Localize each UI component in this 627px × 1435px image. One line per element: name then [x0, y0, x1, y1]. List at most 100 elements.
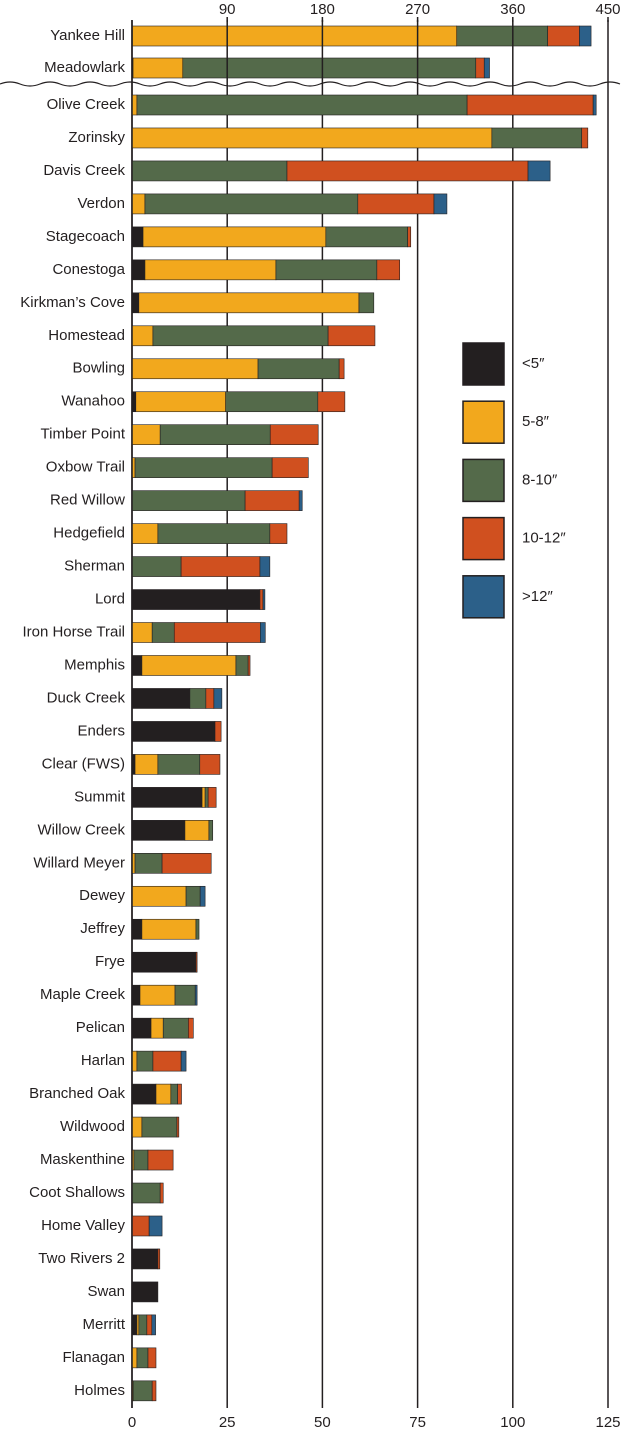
bar-segment — [131, 1248, 159, 1270]
bar-segment — [147, 1347, 157, 1369]
bar-segment — [131, 556, 182, 577]
bar-segment — [174, 984, 196, 1006]
bar-segment — [141, 655, 237, 676]
category-label: Two Rivers 2 — [38, 1250, 125, 1267]
bar-segment — [269, 424, 319, 446]
x-tick-label: 100 — [500, 1414, 525, 1431]
bar-segment — [131, 787, 203, 808]
bar-segment — [131, 325, 154, 347]
category-label: Home Valley — [41, 1217, 125, 1234]
legend-label: 5-8″ — [522, 413, 550, 430]
bar-segment — [131, 424, 161, 446]
bar-segment — [131, 622, 153, 643]
bar-segment — [357, 193, 435, 215]
bar-segment — [188, 1017, 194, 1039]
category-label: Meadowlark — [44, 59, 125, 76]
bar-segment — [259, 589, 264, 610]
bar-segment — [147, 1149, 174, 1171]
bar-segment — [131, 160, 288, 182]
bar-segment — [152, 325, 329, 347]
bar-segment — [134, 754, 159, 775]
category-label: Merritt — [83, 1316, 126, 1333]
bar-segment — [131, 25, 458, 47]
bar-segment — [133, 1149, 149, 1171]
bar-segment — [195, 918, 200, 940]
bar-segment — [150, 1017, 164, 1039]
category-label: Enders — [77, 722, 125, 739]
category-label: Homestead — [48, 327, 125, 344]
bar-segment — [131, 589, 261, 610]
x-tick-label: 0 — [128, 1414, 136, 1431]
bar-segment — [131, 193, 146, 215]
bar-segment — [161, 853, 212, 874]
bar-segment — [407, 226, 412, 248]
category-label: Pelican — [76, 1019, 125, 1036]
bar-segment — [176, 1116, 180, 1138]
category-label: Maskenthine — [40, 1151, 125, 1168]
category-label: Olive Creek — [47, 96, 126, 113]
x-tick-label: 450 — [595, 1, 620, 18]
bar-segment — [131, 951, 197, 973]
bar-segment — [141, 918, 197, 940]
category-label: Davis Creek — [43, 162, 125, 179]
bar-segment — [257, 358, 340, 380]
category-label: Duck Creek — [47, 689, 126, 706]
bar-segment — [317, 391, 346, 413]
bar-segment — [491, 127, 583, 149]
bar-segment — [185, 885, 201, 907]
bar-segment — [151, 1380, 157, 1402]
bar-segment — [456, 25, 549, 47]
category-label: Flanagan — [62, 1349, 125, 1366]
x-tick-label: 50 — [314, 1414, 331, 1431]
category-label: Willard Meyer — [33, 854, 125, 871]
category-label: Iron Horse Trail — [22, 623, 125, 640]
bar-segment — [466, 94, 594, 116]
category-label: Branched Oak — [29, 1085, 125, 1102]
category-label: Red Willow — [50, 492, 125, 509]
bar-segment — [138, 1314, 148, 1336]
bar-segment — [581, 127, 589, 149]
legend-swatch — [462, 400, 505, 444]
bar-segment — [131, 1215, 150, 1237]
category-label: Wanahoo — [61, 393, 125, 410]
category-label: Lord — [95, 591, 125, 608]
bar-segment — [195, 951, 198, 973]
bar-segment — [148, 1215, 163, 1237]
legend-label: 10-12″ — [522, 530, 566, 547]
bar-segment — [132, 1380, 153, 1402]
x-tick-label: 180 — [310, 1, 335, 18]
bar-segment — [327, 325, 376, 347]
category-label: Zorinsky — [68, 129, 125, 146]
bar-segment — [151, 622, 175, 643]
bar-segment — [131, 688, 191, 709]
bar-segment — [131, 885, 187, 907]
axis-break — [0, 81, 621, 87]
bar-segment — [146, 1314, 153, 1336]
category-label: Kirkman’s Cove — [20, 294, 125, 311]
bar-segment — [247, 655, 251, 676]
bar-segment — [131, 1017, 152, 1039]
bar-segment — [131, 721, 216, 742]
bar-segment — [131, 523, 159, 544]
bar-segment — [131, 1281, 159, 1303]
legend-swatch — [462, 575, 505, 619]
category-label: Stagecoach — [46, 228, 125, 245]
x-tick-label: 125 — [595, 1414, 620, 1431]
bar-segment — [208, 820, 214, 841]
bar-segment — [547, 25, 580, 47]
bar-segment — [189, 688, 207, 709]
x-tick-label: 75 — [409, 1414, 426, 1431]
bar-segment — [131, 1182, 161, 1204]
category-label: Timber Point — [41, 426, 126, 443]
bar-segment — [325, 226, 408, 248]
bar-segment — [376, 259, 401, 281]
bar-segment — [162, 1017, 189, 1039]
bar-segment — [170, 1083, 178, 1105]
category-label: Holmes — [74, 1382, 125, 1399]
bar-segment — [201, 787, 206, 808]
bar-segment — [131, 1083, 157, 1105]
bar-segment — [131, 226, 144, 248]
bar-segment — [134, 853, 163, 874]
bar-segment — [144, 259, 277, 281]
category-label: Coot Shallows — [29, 1184, 125, 1201]
